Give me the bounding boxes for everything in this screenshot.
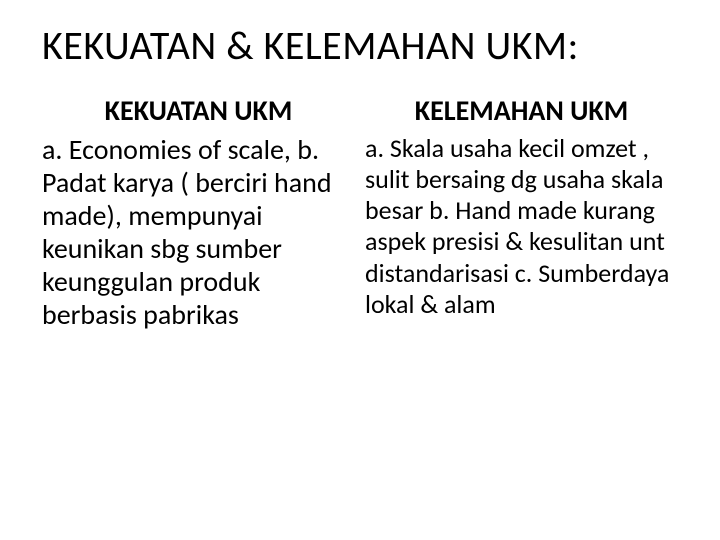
right-column: KELEMAHAN UKM a. Skala usaha kecil omzet… [365,96,678,331]
left-column-heading: KEKUATAN UKM [42,96,355,127]
right-column-heading: KELEMAHAN UKM [365,96,678,127]
slide-title: KEKUATAN & KELEMAHAN UKM: [42,24,678,68]
slide: KEKUATAN & KELEMAHAN UKM: KEKUATAN UKM a… [0,0,720,540]
left-column: KEKUATAN UKM a. Economies of scale, b. P… [42,96,355,331]
left-column-body: a. Economies of scale, b. Padat karya ( … [42,133,355,331]
columns: KEKUATAN UKM a. Economies of scale, b. P… [42,96,678,331]
right-column-body: a. Skala usaha kecil omzet , sulit bersa… [365,133,678,320]
